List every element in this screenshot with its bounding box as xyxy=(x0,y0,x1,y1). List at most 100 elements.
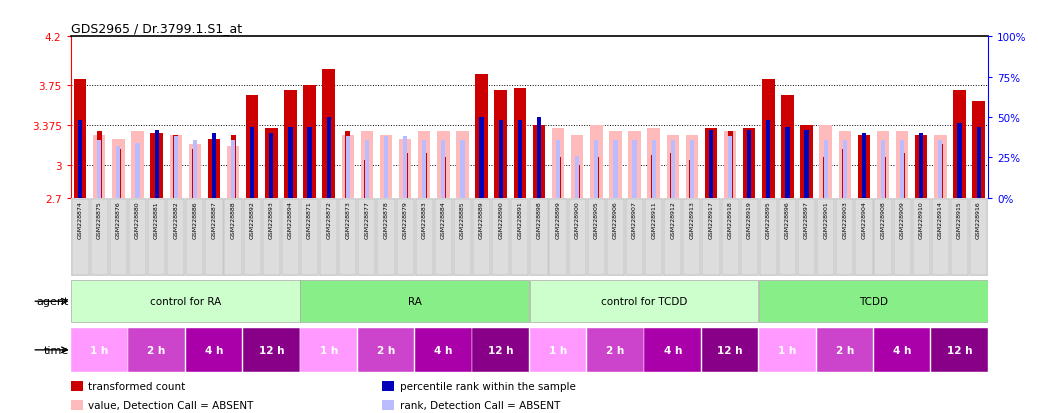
Bar xyxy=(786,127,790,198)
Bar xyxy=(307,127,311,198)
Bar xyxy=(648,128,660,198)
Text: GSM228890: GSM228890 xyxy=(498,201,503,238)
Text: 1 h: 1 h xyxy=(778,345,796,355)
Bar xyxy=(135,150,140,198)
FancyBboxPatch shape xyxy=(951,200,968,275)
Bar xyxy=(192,150,197,198)
Bar xyxy=(537,118,541,198)
FancyBboxPatch shape xyxy=(263,200,280,275)
Bar xyxy=(880,157,885,198)
FancyBboxPatch shape xyxy=(415,200,433,275)
Bar xyxy=(575,157,579,198)
FancyBboxPatch shape xyxy=(817,200,835,275)
Bar xyxy=(421,153,427,198)
Bar xyxy=(212,134,216,198)
Bar xyxy=(612,157,618,198)
Bar xyxy=(571,136,583,198)
Text: TCDD: TCDD xyxy=(859,297,887,306)
Bar xyxy=(862,134,866,198)
Bar xyxy=(920,134,924,198)
FancyBboxPatch shape xyxy=(569,200,585,275)
Text: 12 h: 12 h xyxy=(488,345,514,355)
FancyBboxPatch shape xyxy=(645,200,662,275)
Text: GSM228875: GSM228875 xyxy=(97,201,102,238)
Bar xyxy=(116,150,120,198)
Bar xyxy=(246,96,258,198)
Bar xyxy=(652,140,656,198)
FancyBboxPatch shape xyxy=(894,200,910,275)
Bar xyxy=(289,127,293,198)
Text: GSM228874: GSM228874 xyxy=(78,201,83,238)
FancyBboxPatch shape xyxy=(129,328,185,372)
FancyBboxPatch shape xyxy=(224,200,242,275)
Bar xyxy=(723,132,736,198)
Text: RA: RA xyxy=(408,297,421,306)
Bar xyxy=(480,118,484,198)
FancyBboxPatch shape xyxy=(358,328,414,372)
Bar xyxy=(839,132,851,198)
FancyBboxPatch shape xyxy=(454,200,471,275)
FancyBboxPatch shape xyxy=(358,200,376,275)
FancyBboxPatch shape xyxy=(759,328,816,372)
Bar xyxy=(403,153,408,198)
Bar xyxy=(269,134,273,198)
Text: GSM228883: GSM228883 xyxy=(421,201,427,238)
Bar xyxy=(590,125,602,198)
Text: GSM228909: GSM228909 xyxy=(900,201,905,238)
FancyBboxPatch shape xyxy=(588,328,644,372)
FancyBboxPatch shape xyxy=(549,200,567,275)
Text: GSM228899: GSM228899 xyxy=(555,201,561,238)
FancyBboxPatch shape xyxy=(512,200,528,275)
Bar xyxy=(93,136,106,198)
Bar xyxy=(632,140,636,198)
Bar xyxy=(403,137,407,198)
Bar xyxy=(494,91,507,198)
Bar xyxy=(173,137,177,198)
FancyBboxPatch shape xyxy=(529,280,759,323)
FancyBboxPatch shape xyxy=(626,200,644,275)
Bar xyxy=(303,85,316,198)
Bar xyxy=(441,157,446,198)
Bar xyxy=(327,118,331,198)
Text: GSM228917: GSM228917 xyxy=(709,201,713,238)
FancyBboxPatch shape xyxy=(300,328,357,372)
Bar xyxy=(900,140,904,198)
Text: GSM228905: GSM228905 xyxy=(594,201,599,238)
Bar xyxy=(323,69,335,198)
Bar xyxy=(230,136,236,198)
Bar xyxy=(532,125,545,198)
Bar xyxy=(843,140,847,198)
Bar xyxy=(916,136,928,198)
Bar xyxy=(575,166,579,198)
FancyBboxPatch shape xyxy=(186,328,242,372)
Text: GSM228878: GSM228878 xyxy=(383,201,388,238)
Bar xyxy=(651,155,656,198)
Bar xyxy=(461,140,465,198)
Text: GSM228913: GSM228913 xyxy=(689,201,694,238)
Text: GSM228889: GSM228889 xyxy=(480,201,484,238)
Bar xyxy=(938,140,943,198)
FancyBboxPatch shape xyxy=(129,200,146,275)
FancyBboxPatch shape xyxy=(912,200,930,275)
Text: GSM228876: GSM228876 xyxy=(116,201,120,238)
Text: GSM228871: GSM228871 xyxy=(307,201,312,238)
Bar xyxy=(284,91,297,198)
Bar xyxy=(380,136,392,198)
Text: GSM228884: GSM228884 xyxy=(441,201,446,238)
Bar xyxy=(877,132,890,198)
Bar xyxy=(169,136,182,198)
Bar xyxy=(437,132,449,198)
Bar xyxy=(116,147,120,198)
Text: GSM228886: GSM228886 xyxy=(192,201,197,238)
FancyBboxPatch shape xyxy=(72,200,88,275)
Bar xyxy=(208,139,220,198)
FancyBboxPatch shape xyxy=(472,328,529,372)
Bar xyxy=(346,132,350,198)
FancyBboxPatch shape xyxy=(320,200,337,275)
Text: GSM228873: GSM228873 xyxy=(346,201,350,238)
Text: GSM228906: GSM228906 xyxy=(612,201,618,238)
Text: value, Detection Call = ABSENT: value, Detection Call = ABSENT xyxy=(88,400,253,410)
Text: 4 h: 4 h xyxy=(893,345,911,355)
Text: GSM228893: GSM228893 xyxy=(269,201,274,238)
Bar xyxy=(193,140,197,198)
